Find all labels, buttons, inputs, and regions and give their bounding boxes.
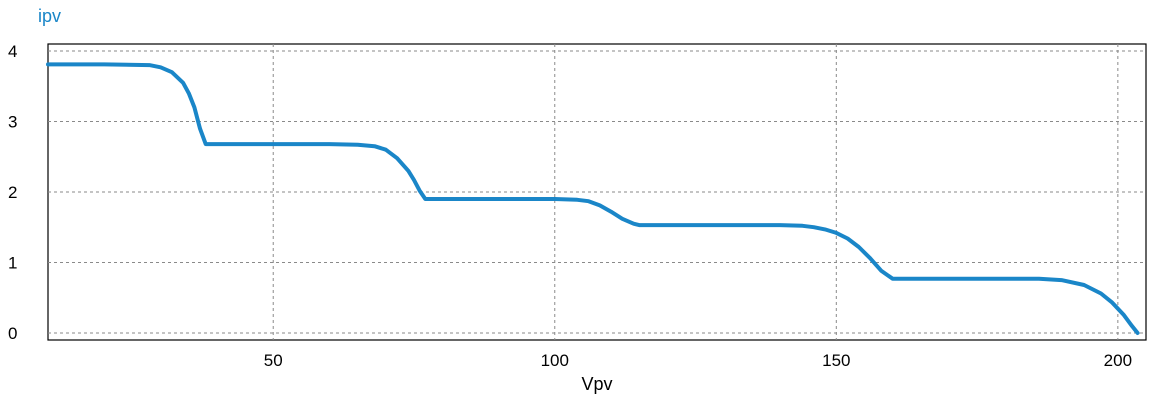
y-tick-label: 0 — [8, 324, 17, 343]
y-tick-label: 1 — [8, 253, 17, 272]
x-tick-label: 150 — [822, 351, 850, 370]
x-axis-label: Vpv — [581, 374, 612, 394]
y-tick-label: 2 — [8, 183, 17, 202]
y-axis-label: ipv — [38, 6, 61, 26]
series-group — [46, 62, 1140, 335]
gridlines — [48, 44, 1146, 340]
x-tick-label: 200 — [1104, 351, 1132, 370]
y-tick-label: 3 — [8, 113, 17, 132]
series-line-ipv — [46, 62, 1140, 335]
y-tick-label: 4 — [8, 42, 17, 61]
x-tick-label: 100 — [541, 351, 569, 370]
x-tick-label: 50 — [264, 351, 283, 370]
tick-labels: 0 1 2 3 4 50 100 150 200 — [8, 42, 1132, 370]
